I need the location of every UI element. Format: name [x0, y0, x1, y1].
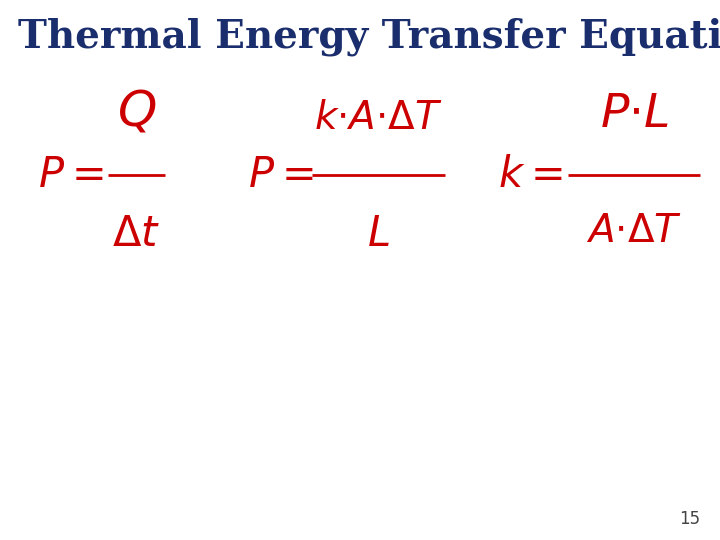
Text: $\mathit{Q}$: $\mathit{Q}$ — [117, 87, 156, 137]
Text: $\mathit{\Delta t}$: $\mathit{\Delta t}$ — [112, 213, 161, 255]
Text: $\mathit{L}$: $\mathit{L}$ — [367, 213, 390, 255]
Text: 15: 15 — [679, 510, 700, 528]
Text: $\mathit{P}=$: $\mathit{P}=$ — [38, 154, 104, 196]
Text: $\mathit{P}=$: $\mathit{P}=$ — [248, 154, 314, 196]
Text: $\mathit{P{\cdot}L}$: $\mathit{P{\cdot}L}$ — [600, 92, 668, 137]
Text: $\mathit{k}=$: $\mathit{k}=$ — [498, 154, 562, 196]
Text: Thermal Energy Transfer Equations: Thermal Energy Transfer Equations — [18, 18, 720, 57]
Text: $\mathit{k{\cdot}A{\cdot}\Delta T}$: $\mathit{k{\cdot}A{\cdot}\Delta T}$ — [314, 100, 443, 137]
Text: $\mathit{A{\cdot}\Delta T}$: $\mathit{A{\cdot}\Delta T}$ — [586, 213, 682, 250]
